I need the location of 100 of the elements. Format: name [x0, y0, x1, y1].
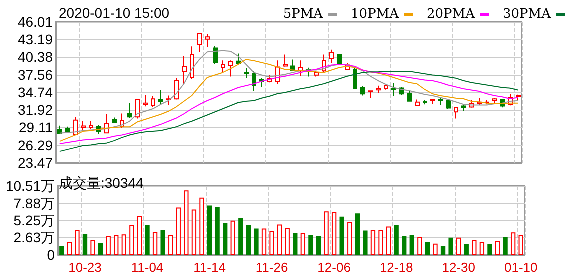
candlestick [407, 90, 412, 102]
candlestick [81, 120, 86, 132]
y-tick-label: 0 [47, 247, 56, 263]
candlestick [430, 98, 435, 104]
y-tick-label: 26.29 [18, 137, 54, 154]
bar [192, 210, 197, 255]
candlestick [166, 95, 171, 106]
bar [518, 235, 524, 255]
bar [418, 237, 422, 255]
candlestick [516, 94, 521, 102]
candlestick [446, 100, 451, 110]
bar [207, 206, 212, 255]
bar [324, 212, 329, 255]
candlestick [182, 56, 187, 85]
bar [67, 242, 72, 255]
bar [348, 222, 352, 255]
bar [440, 246, 446, 255]
candlestick [415, 99, 420, 106]
bar [448, 238, 454, 255]
candlestick [423, 100, 427, 106]
x-tick-label: 11-04 [131, 260, 164, 275]
bar [332, 212, 337, 255]
bar [308, 235, 314, 255]
bar [464, 244, 469, 255]
bar [75, 230, 80, 255]
y-tick-label: 46.01 [18, 14, 54, 30]
bar [238, 218, 244, 255]
y-tick-label: 40.38 [18, 49, 54, 66]
candlestick [89, 120, 93, 130]
candlestick [454, 107, 458, 120]
x-tick-label: 12-06 [318, 260, 351, 275]
bar [152, 232, 158, 255]
x-tick-label: 12-30 [442, 260, 476, 275]
candlestick [151, 96, 155, 108]
candlestick [376, 85, 381, 94]
legend-label: 10PMA [351, 7, 400, 22]
candlestick [221, 60, 225, 74]
candlestick [135, 100, 140, 120]
legend-label: 5PMA [283, 7, 324, 22]
bar [82, 234, 88, 255]
candlestick [112, 117, 117, 124]
bar [456, 238, 462, 255]
candlestick [213, 45, 218, 64]
bar [370, 230, 376, 255]
candlestick [197, 32, 202, 53]
y-tick-label: 43.19 [18, 32, 54, 48]
candlestick [391, 82, 396, 97]
bar [168, 235, 174, 255]
bar [122, 234, 126, 255]
candlestick [492, 98, 497, 104]
bar [495, 241, 500, 255]
bar [433, 244, 438, 255]
bar [472, 240, 477, 255]
bar [300, 233, 306, 255]
candlestick [57, 125, 62, 135]
y-tick-label: 31.92 [18, 102, 54, 118]
bar [394, 225, 399, 255]
candlestick [353, 67, 357, 90]
bar [378, 230, 384, 255]
bar [106, 236, 111, 255]
bar [510, 232, 516, 255]
bar [184, 190, 189, 255]
y-tick-label: 2.63万 [14, 230, 55, 246]
y-tick-label: 23.47 [18, 155, 54, 171]
bar [160, 230, 166, 255]
chart-title: 2020-01-10 15:00 [59, 5, 170, 21]
bar [145, 225, 150, 255]
bar [277, 224, 282, 255]
bar [60, 246, 64, 255]
x-tick-label: 10-23 [68, 260, 102, 275]
bar [215, 207, 220, 255]
candlestick [228, 60, 233, 78]
y-tick-label: 34.74 [18, 84, 54, 100]
candlestick [384, 84, 388, 90]
bar [114, 235, 119, 255]
y-tick-label: 7.88万 [14, 195, 55, 212]
candlestick [360, 86, 365, 96]
bar [386, 226, 392, 255]
x-tick-label: 11-14 [194, 260, 226, 275]
bar [425, 242, 430, 255]
bar [503, 237, 508, 255]
candlestick [236, 53, 241, 66]
x-tick-label: 11-26 [256, 260, 288, 275]
candlestick [190, 46, 194, 80]
bar [270, 231, 274, 255]
x-tick-label: 01-10 [504, 260, 538, 275]
candlestick [143, 94, 148, 108]
line-series [59, 70, 519, 152]
y-tick-label: 5.25万 [14, 212, 55, 229]
candlestick [174, 78, 179, 100]
bar [254, 228, 259, 255]
chart-title: 成交量:30344 [59, 175, 144, 191]
line-series [59, 50, 519, 134]
candlestick [461, 103, 466, 112]
candlestick [368, 90, 373, 99]
candlestick [158, 90, 163, 104]
legend-label: 20PMA [427, 7, 476, 22]
candlestick [252, 70, 256, 92]
x-tick-label: 12-18 [380, 260, 414, 275]
candlestick [438, 98, 443, 106]
